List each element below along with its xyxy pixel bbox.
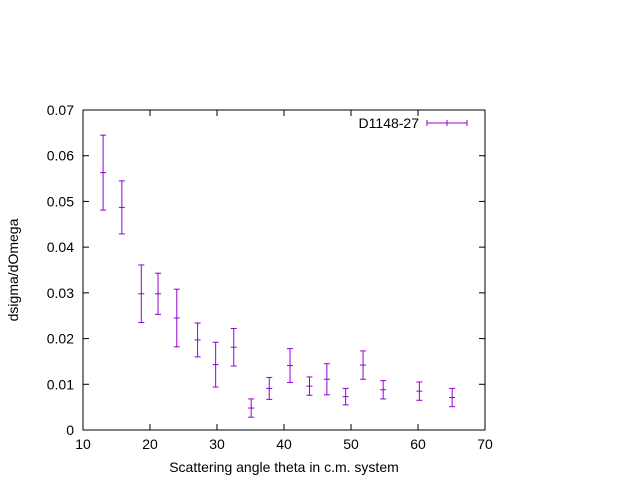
- plot-frame: [82, 109, 486, 431]
- y-tick-label: 0.01: [47, 376, 74, 392]
- legend-label: D1148-27: [359, 115, 420, 131]
- error-bar-point: [212, 341, 219, 388]
- error-bar-point: [248, 398, 255, 418]
- error-bar-point: [416, 381, 423, 401]
- legend-sample: [426, 120, 468, 126]
- y-tick-label: 0.02: [47, 331, 74, 347]
- error-bar-point: [306, 376, 313, 396]
- y-tick-label: 0.07: [47, 102, 74, 118]
- y-tick-label: 0.06: [47, 148, 74, 164]
- error-bar-point: [449, 387, 456, 408]
- error-bar-point: [118, 180, 125, 235]
- y-tick-label: 0.03: [47, 285, 74, 301]
- x-tick-label: 70: [477, 436, 493, 452]
- error-bar-point: [100, 134, 107, 211]
- error-bar-point: [173, 288, 180, 348]
- ticks-layer: 10 20 30 40 50 60 70 0 0.01 0.02 0.03 0.04 0.05 0.06 0…: [47, 102, 493, 452]
- y-tick-label: 0: [66, 422, 74, 438]
- error-bar-point: [230, 328, 237, 367]
- error-bar-point: [287, 348, 294, 383]
- error-bar-point: [323, 363, 330, 396]
- error-bar-point: [360, 350, 367, 380]
- x-axis-label: Scattering angle theta in c.m. system: [169, 459, 399, 475]
- y-axis-label: dsigma/dOmega: [5, 218, 21, 321]
- errorbars-layer: [100, 134, 456, 418]
- legend: D1148-27: [359, 115, 468, 131]
- x-tick-label: 50: [343, 436, 359, 452]
- x-tick-label: 40: [276, 436, 292, 452]
- error-bar-point: [342, 387, 349, 406]
- error-bar-point: [266, 376, 273, 400]
- x-tick-label: 30: [209, 436, 225, 452]
- y-tick-label: 0.05: [47, 193, 74, 209]
- x-tick-label: 60: [410, 436, 426, 452]
- error-bar-point: [194, 322, 201, 358]
- x-tick-label: 20: [142, 436, 158, 452]
- error-bar-point: [380, 380, 387, 400]
- y-tick-label: 0.04: [47, 239, 74, 255]
- error-bar-point: [138, 264, 145, 324]
- x-tick-label: 10: [75, 436, 91, 452]
- error-bar-point: [155, 272, 162, 315]
